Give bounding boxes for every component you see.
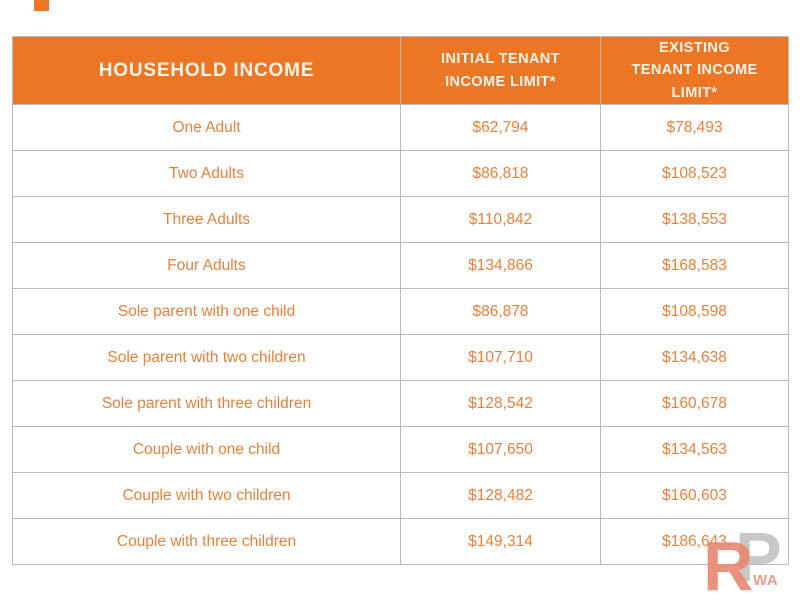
existing-limit-cell: $108,523 xyxy=(600,150,789,198)
household-cell: Two Adults xyxy=(12,150,401,198)
existing-limit-cell: $160,678 xyxy=(600,380,789,428)
table-body: One Adult $62,794 $78,493 Two Adults $86… xyxy=(12,104,789,566)
table-row: One Adult $62,794 $78,493 xyxy=(12,104,789,152)
column-header-existing-tenant-limit: EXISTING TENANT INCOME LIMIT* xyxy=(600,35,789,106)
table-row: Sole parent with three children $128,542… xyxy=(12,380,789,428)
column-header-household-income: HOUSEHOLD INCOME xyxy=(12,35,401,106)
table-row: Four Adults $134,866 $168,583 xyxy=(12,242,789,290)
existing-limit-cell: $78,493 xyxy=(600,104,789,152)
household-cell: Couple with three children xyxy=(12,518,401,566)
household-cell: Sole parent with one child xyxy=(12,288,401,336)
household-cell: Couple with two children xyxy=(12,472,401,520)
existing-limit-cell: $160,603 xyxy=(600,472,789,520)
table-row: Couple with two children $128,482 $160,6… xyxy=(12,472,789,520)
household-cell: Four Adults xyxy=(12,242,401,290)
existing-limit-cell: $186,643 xyxy=(600,518,789,566)
initial-limit-cell: $128,482 xyxy=(400,472,601,520)
initial-limit-cell: $86,818 xyxy=(400,150,601,198)
household-cell: Three Adults xyxy=(12,196,401,244)
initial-limit-cell: $128,542 xyxy=(400,380,601,428)
initial-limit-cell: $110,842 xyxy=(400,196,601,244)
existing-limit-cell: $108,598 xyxy=(600,288,789,336)
household-cell: Couple with one child xyxy=(12,426,401,474)
existing-limit-cell: $168,583 xyxy=(600,242,789,290)
household-cell: Sole parent with two children xyxy=(12,334,401,382)
table-row: Couple with three children $149,314 $186… xyxy=(12,518,789,566)
table-row: Couple with one child $107,650 $134,563 xyxy=(12,426,789,474)
logo-wa-text: WA xyxy=(753,572,779,589)
initial-limit-cell: $86,878 xyxy=(400,288,601,336)
initial-limit-cell: $149,314 xyxy=(400,518,601,566)
initial-limit-cell: $107,710 xyxy=(400,334,601,382)
header-row: HOUSEHOLD INCOME INITIAL TENANT INCOME L… xyxy=(12,35,789,106)
existing-limit-cell: $138,553 xyxy=(600,196,789,244)
household-cell: One Adult xyxy=(12,104,401,152)
initial-limit-cell: $107,650 xyxy=(400,426,601,474)
existing-limit-cell: $134,563 xyxy=(600,426,789,474)
table-header: HOUSEHOLD INCOME INITIAL TENANT INCOME L… xyxy=(12,35,789,106)
income-limits-table: HOUSEHOLD INCOME INITIAL TENANT INCOME L… xyxy=(12,35,789,566)
table-row: Three Adults $110,842 $138,553 xyxy=(12,196,789,244)
table-row: Two Adults $86,818 $108,523 xyxy=(12,150,789,198)
household-cell: Sole parent with three children xyxy=(12,380,401,428)
initial-limit-cell: $134,866 xyxy=(400,242,601,290)
top-edge-orange-mark xyxy=(34,0,49,11)
column-header-initial-tenant-limit: INITIAL TENANT INCOME LIMIT* xyxy=(400,35,601,106)
table-row: Sole parent with two children $107,710 $… xyxy=(12,334,789,382)
table-row: Sole parent with one child $86,878 $108,… xyxy=(12,288,789,336)
initial-limit-cell: $62,794 xyxy=(400,104,601,152)
existing-limit-cell: $134,638 xyxy=(600,334,789,382)
